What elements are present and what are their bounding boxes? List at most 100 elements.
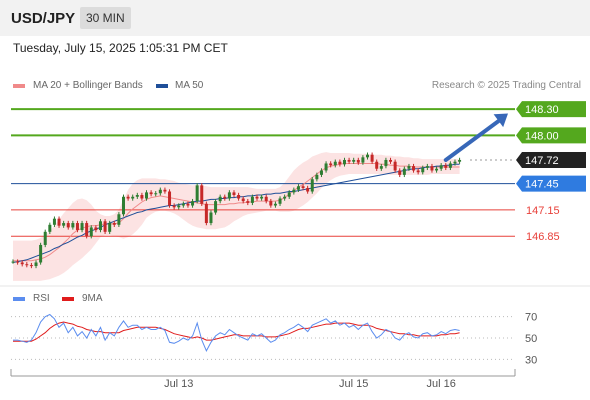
candle-body — [439, 165, 443, 169]
x-tick-label: Jul 15 — [339, 378, 368, 390]
candle-body — [375, 161, 379, 169]
candle-body — [315, 174, 319, 180]
header-bar: USD/JPY 30 MIN — [0, 0, 590, 36]
candle-body — [416, 170, 420, 173]
ma9-legend-swatch — [62, 297, 74, 301]
candle-body — [306, 188, 310, 192]
candle-body — [62, 223, 66, 226]
candle-body — [366, 154, 370, 158]
level-tag-147.72 — [516, 151, 586, 168]
rsi-line — [13, 313, 460, 352]
candle-body — [29, 265, 33, 267]
candle-body — [301, 186, 305, 188]
candle-body — [204, 203, 208, 224]
candle-body — [145, 192, 149, 199]
candle-body — [264, 196, 268, 202]
timeframe-badge[interactable]: 30 MIN — [80, 7, 131, 29]
candle-body — [43, 231, 47, 245]
candle-body — [126, 196, 130, 199]
candle-body — [389, 159, 393, 162]
rsi-legend-swatch — [13, 297, 25, 301]
candle-body — [218, 196, 222, 202]
rsi-legend-label: RSI — [33, 293, 50, 304]
level-tag-147.45 — [516, 175, 586, 192]
candle-body — [347, 159, 351, 162]
candles-group — [11, 152, 462, 269]
candle-body — [16, 261, 20, 263]
candle-body — [112, 223, 116, 225]
ma50-legend-label: MA 50 — [175, 80, 204, 91]
candle-body — [117, 214, 121, 225]
candle-body — [177, 205, 181, 208]
candle-body — [149, 192, 153, 195]
candle-body — [154, 193, 158, 195]
level-label-148.00: 148.00 — [525, 130, 559, 142]
candle-body — [20, 262, 24, 265]
rsi-pane-group: 70 50 30 — [11, 312, 537, 366]
candle-body — [80, 223, 84, 231]
x-axis-group: Jul 13 Jul 15 Jul 16 — [10, 369, 516, 390]
candle-body — [103, 221, 107, 232]
rsi-tick-30: 30 — [525, 354, 537, 366]
forecast-arrow-shaft — [443, 116, 504, 162]
candle-body — [292, 189, 296, 193]
candle-body — [121, 196, 125, 215]
forecast-arrow-group — [443, 113, 508, 162]
candle-body — [57, 218, 61, 226]
candle-body — [75, 223, 79, 231]
bollinger-band-group — [13, 152, 460, 281]
level-tag-148.30 — [516, 101, 586, 118]
candle-body — [89, 227, 93, 237]
rsi-tick-50: 50 — [525, 333, 537, 345]
candle-body — [287, 192, 291, 197]
candle-body — [246, 201, 250, 203]
candle-body — [352, 159, 356, 162]
candle-body — [163, 189, 167, 192]
candle-body — [241, 198, 245, 202]
candle-body — [435, 168, 439, 171]
candle-body — [48, 224, 52, 232]
candle-body — [34, 262, 38, 266]
candle-body — [273, 203, 277, 206]
candle-body — [324, 163, 328, 171]
candle-body — [108, 223, 112, 232]
candle-body — [338, 161, 342, 165]
candle-body — [250, 196, 254, 203]
candle-body — [296, 186, 300, 190]
candle-body — [94, 227, 98, 231]
level-label-147.72: 147.72 — [525, 155, 559, 167]
level-label-146.85: 146.85 — [526, 231, 560, 243]
rsi-tick-70: 70 — [525, 312, 537, 324]
candle-body — [52, 218, 56, 225]
candle-body — [333, 161, 337, 166]
candle-body — [398, 170, 402, 175]
level-tag-148.00 — [516, 127, 586, 144]
candle-body — [237, 195, 241, 199]
candle-body — [200, 185, 204, 204]
candle-body — [186, 203, 190, 206]
candle-body — [168, 191, 172, 206]
candle-body — [269, 201, 273, 206]
level-label-147.15: 147.15 — [526, 205, 560, 217]
candle-body — [191, 201, 195, 206]
candle-body — [71, 223, 75, 228]
candle-body — [39, 244, 43, 263]
candle-body — [430, 166, 434, 171]
bollinger-band — [13, 152, 460, 281]
candle-body — [283, 196, 287, 199]
candle-body — [278, 198, 282, 204]
candle-body — [181, 203, 185, 206]
research-credit: Research © 2025 Trading Central — [431, 80, 581, 91]
candle-body — [158, 189, 162, 194]
ma20-legend-label: MA 20 + Bollinger Bands — [33, 80, 143, 91]
candle-body — [11, 261, 15, 263]
timestamp: Tuesday, July 15, 2025 1:05:31 PM CET — [13, 41, 228, 55]
candle-body — [412, 166, 416, 171]
level-lines-group — [11, 108, 515, 237]
candle-body — [195, 185, 199, 202]
candle-body — [393, 161, 397, 171]
candle-body — [329, 163, 333, 166]
candle-body — [379, 166, 383, 169]
candle-body — [356, 159, 360, 163]
